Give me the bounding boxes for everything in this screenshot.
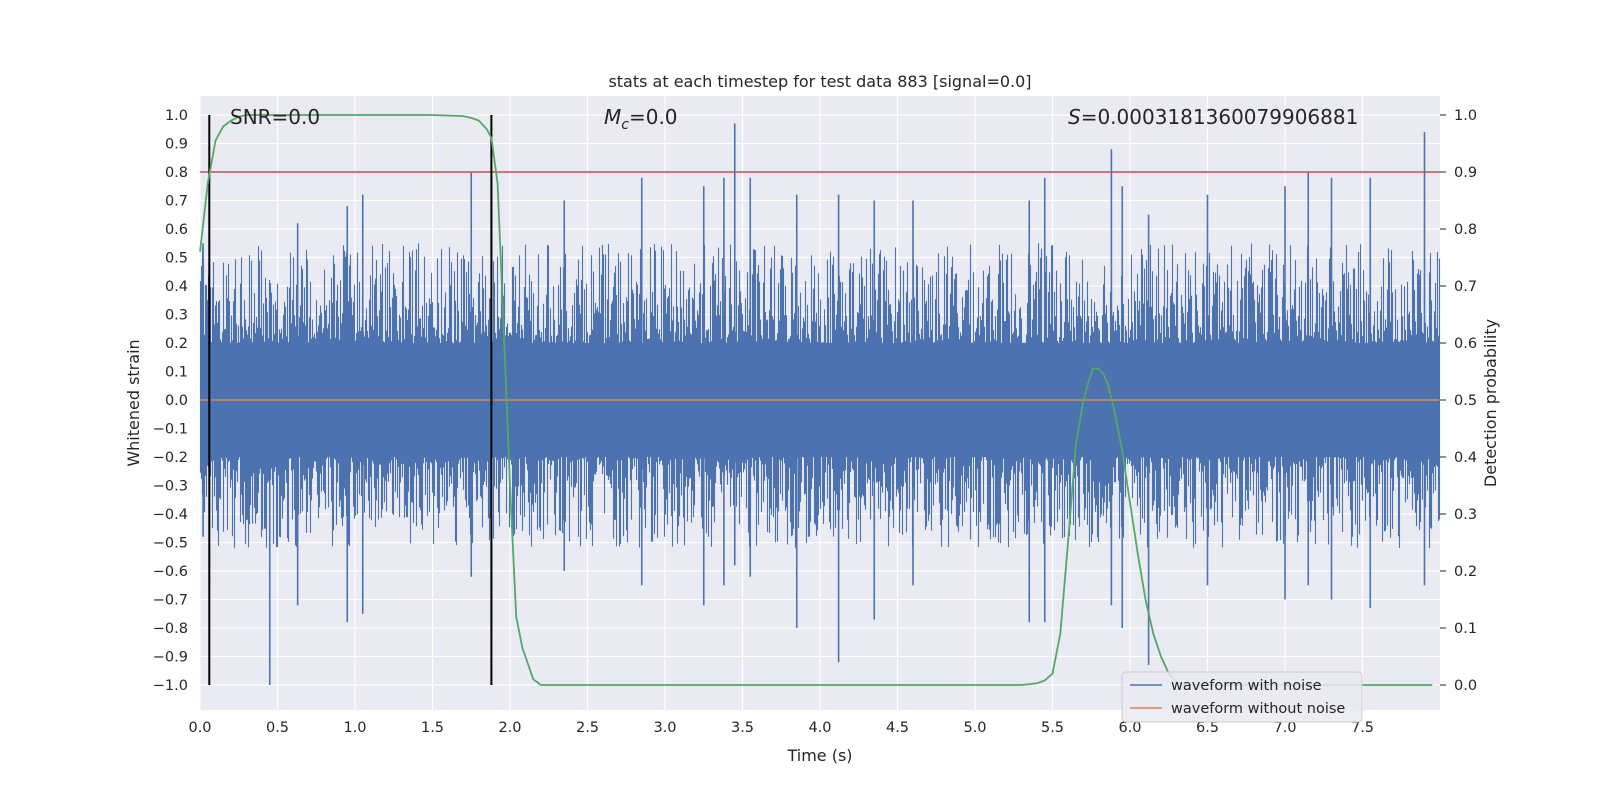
s-symbol: S (1068, 105, 1081, 129)
mc-value: =0.0 (629, 105, 678, 129)
y-tick-label: 0.5 (165, 251, 188, 267)
y-tick-label: 0.6 (165, 222, 188, 238)
noise-bars (199, 243, 1441, 549)
y-tick-label: 0.9 (165, 137, 188, 153)
y-tick-label: 1.0 (165, 108, 188, 124)
x-tick-label: 0.5 (266, 720, 289, 736)
y-tick-label: −0.1 (153, 422, 188, 438)
mc-annotation: Mc=0.0 (604, 105, 678, 133)
x-axis-label: Time (s) (786, 746, 852, 765)
x-tick-label: 6.0 (1118, 720, 1141, 736)
overlays (199, 114, 1440, 686)
s-annotation: S=0.0003181360079906881 (1068, 105, 1358, 129)
y2-tick-label: 0.6 (1454, 336, 1477, 352)
mc-subscript: c (621, 117, 629, 133)
x-tick-label: 5.0 (963, 720, 986, 736)
y-tick-label: 0.8 (165, 165, 188, 181)
x-tick-label: 7.0 (1273, 720, 1296, 736)
x-tick-label: 4.0 (808, 720, 831, 736)
x-tick-label: 1.5 (421, 720, 444, 736)
y-tick-label: 0.0 (165, 393, 188, 409)
y2-tick-label: 0.3 (1454, 507, 1477, 523)
y-tick-label: −0.7 (153, 593, 188, 609)
x-tick-label: 5.5 (1041, 720, 1064, 736)
y2-axis-label: Detection probability (1481, 319, 1500, 487)
snr-annotation: SNR=0.0 (230, 105, 320, 129)
y-tick-label: −0.6 (153, 564, 188, 580)
y2-tick-label: 0.2 (1454, 564, 1477, 580)
x-tick-label: 7.5 (1351, 720, 1374, 736)
y-tick-label: −0.8 (153, 621, 188, 637)
x-tick-label: 2.0 (498, 720, 521, 736)
legend-box (1121, 671, 1363, 723)
detection-probability-line (199, 114, 1433, 686)
y-tick-label: 0.3 (165, 308, 188, 324)
chart-title: stats at each timestep for test data 883… (608, 72, 1031, 91)
y-tick-label: −1.0 (153, 678, 188, 694)
y-tick-label: −0.3 (153, 479, 188, 495)
x-tick-label: 2.5 (576, 720, 599, 736)
y-tick-label: −0.2 (153, 450, 188, 466)
x-tick-label: 4.5 (886, 720, 909, 736)
y-tick-label: 0.4 (165, 279, 188, 295)
y-tick-label: 0.1 (165, 365, 188, 381)
y-tick-label: −0.9 (153, 650, 188, 666)
x-tick-label: 6.5 (1196, 720, 1219, 736)
y-tick-label: −0.5 (153, 536, 188, 552)
y2-tick-label: 1.0 (1454, 108, 1477, 124)
x-tick-label: 0.0 (188, 720, 211, 736)
y-axis-label: Whitened strain (124, 339, 143, 466)
y2-tick-label: 0.4 (1454, 450, 1477, 466)
y2-tick-label: 0.0 (1454, 678, 1477, 694)
y-tick-label: 0.7 (165, 194, 188, 210)
legend: waveform with noise waveform without noi… (1121, 671, 1363, 723)
ticks: 0.0 0.5 1.0 1.5 2.0 2.5 3.0 3.5 4.0 4.5 5.0 5.5 6.0 6… (153, 108, 1477, 736)
y2-tick-label: 0.8 (1454, 222, 1477, 238)
s-value: =0.0003181360079906881 (1081, 105, 1359, 129)
legend-label-noise: waveform with noise (1171, 678, 1322, 694)
mc-symbol: M (604, 105, 621, 129)
legend-label-clean: waveform without noise (1171, 701, 1345, 717)
y2-tick-label: 0.7 (1454, 279, 1477, 295)
x-tick-label: 3.5 (731, 720, 754, 736)
y2-tick-label: 0.9 (1454, 165, 1477, 181)
y-tick-label: 0.2 (165, 336, 188, 352)
y2-tick-label: 0.5 (1454, 393, 1477, 409)
y2-tick-label: 0.1 (1454, 621, 1477, 637)
y-tick-label: −0.4 (153, 507, 188, 523)
x-tick-label: 3.0 (653, 720, 676, 736)
x-tick-label: 1.0 (343, 720, 366, 736)
